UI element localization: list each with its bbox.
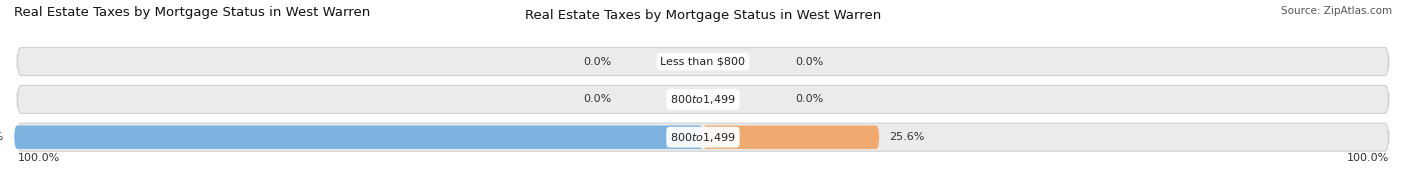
Text: 0.0%: 0.0% [583,57,612,66]
Text: Source: ZipAtlas.com: Source: ZipAtlas.com [1281,6,1392,16]
Text: $800 to $1,499: $800 to $1,499 [671,93,735,106]
Text: 0.0%: 0.0% [794,94,823,104]
FancyBboxPatch shape [17,85,1389,113]
Text: Real Estate Taxes by Mortgage Status in West Warren: Real Estate Taxes by Mortgage Status in … [14,6,370,19]
FancyBboxPatch shape [17,123,1389,151]
Text: 100.0%: 100.0% [17,153,59,163]
FancyBboxPatch shape [17,48,1389,76]
FancyBboxPatch shape [14,126,703,149]
Text: 0.0%: 0.0% [794,57,823,66]
Text: 100.0%: 100.0% [1347,153,1389,163]
Text: 0.0%: 0.0% [583,94,612,104]
Text: Real Estate Taxes by Mortgage Status in West Warren: Real Estate Taxes by Mortgage Status in … [524,9,882,22]
Text: $800 to $1,499: $800 to $1,499 [671,131,735,144]
Text: 25.6%: 25.6% [889,132,925,142]
Text: Less than $800: Less than $800 [661,57,745,66]
Text: 100.0%: 100.0% [0,132,4,142]
FancyBboxPatch shape [703,126,879,149]
